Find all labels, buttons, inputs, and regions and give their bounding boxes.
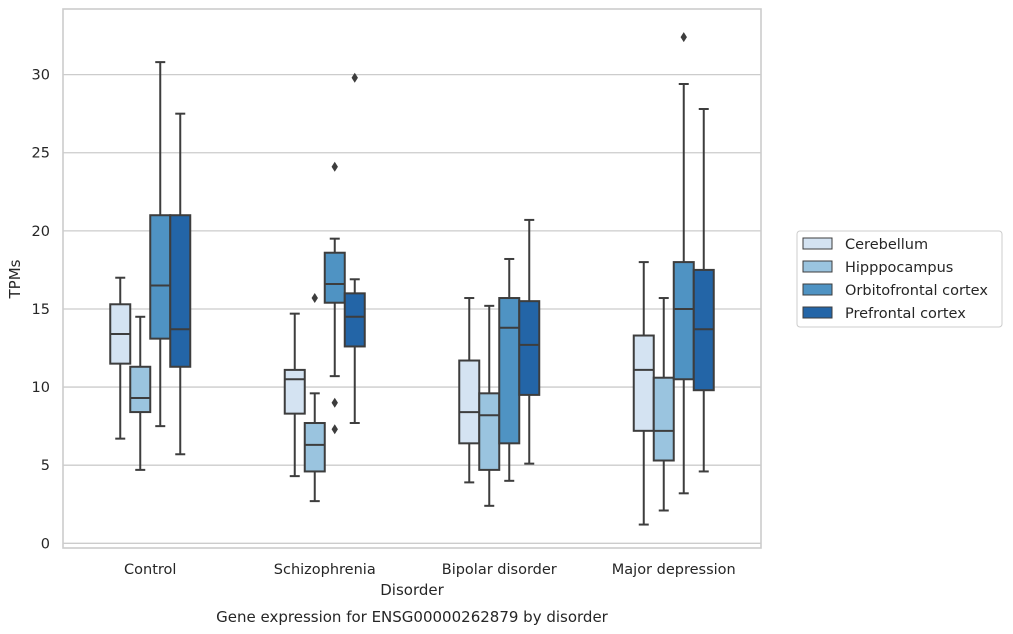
box-body — [323, 251, 346, 304]
y-tick-label: 25 — [32, 146, 50, 162]
legend-swatch — [802, 260, 833, 273]
box — [303, 293, 326, 503]
legend-swatch — [802, 237, 833, 250]
box — [283, 312, 306, 478]
legend-label: Cerebellum — [845, 237, 928, 253]
box-body — [458, 359, 481, 445]
box-body — [303, 422, 326, 473]
legend-frame — [796, 230, 1003, 328]
box — [169, 112, 192, 456]
box — [518, 218, 541, 465]
box-body — [169, 214, 192, 368]
x-tick-labels: Control Schizophrenia Bipolar disorder Majo… — [124, 562, 736, 578]
box — [478, 304, 501, 507]
box-body — [652, 376, 675, 462]
box-body — [672, 261, 695, 381]
box-body — [343, 292, 366, 348]
legend: Cerebellum Hipppocampus Orbitofrontal cort… — [796, 230, 1003, 328]
x-tick-label: Control — [124, 562, 176, 578]
outlier-marker — [351, 72, 358, 83]
box-body — [478, 392, 501, 471]
box — [343, 72, 366, 425]
outlier-marker — [331, 424, 338, 435]
chart-caption: Gene expression for ENSG00000262879 by d… — [216, 608, 609, 626]
x-tick-label: Major depression — [612, 562, 736, 578]
box — [672, 32, 695, 495]
y-tick-label: 15 — [32, 302, 50, 318]
legend-label: Hipppocampus — [845, 260, 953, 276]
box — [652, 297, 675, 512]
outlier-marker — [311, 293, 318, 304]
x-tick-label: Schizophrenia — [274, 562, 376, 578]
x-axis-title: Disorder — [380, 581, 444, 599]
y-tick-label: 20 — [32, 224, 50, 240]
box-body — [129, 365, 152, 414]
box-body — [632, 334, 655, 432]
y-tick-label: 5 — [41, 458, 50, 474]
box — [149, 61, 172, 428]
legend-label: Orbitofrontal cortex — [845, 283, 988, 299]
box — [109, 276, 132, 440]
outlier-marker — [331, 397, 338, 408]
y-axis-title: TPMs — [6, 259, 24, 299]
legend-swatch — [802, 283, 833, 296]
plot-frame — [62, 8, 762, 549]
box-body — [518, 300, 541, 396]
legend-label: Prefrontal cortex — [845, 306, 966, 322]
x-tick-label: Bipolar disorder — [442, 562, 557, 578]
y-tick-label: 30 — [32, 68, 50, 84]
y-tick-label: 10 — [32, 380, 50, 396]
outlier-marker — [331, 161, 338, 172]
box-body — [149, 214, 172, 340]
box — [458, 297, 481, 484]
box-body — [498, 297, 521, 445]
box-body — [283, 368, 306, 415]
y-tick-labels: 0 5 10 15 20 25 30 — [32, 68, 50, 553]
box — [323, 161, 346, 435]
box — [692, 107, 715, 473]
box — [129, 315, 152, 471]
outlier-marker — [680, 32, 687, 43]
boxes-layer — [109, 32, 715, 526]
legend-swatch — [802, 306, 833, 319]
y-tick-label: 0 — [41, 536, 50, 552]
